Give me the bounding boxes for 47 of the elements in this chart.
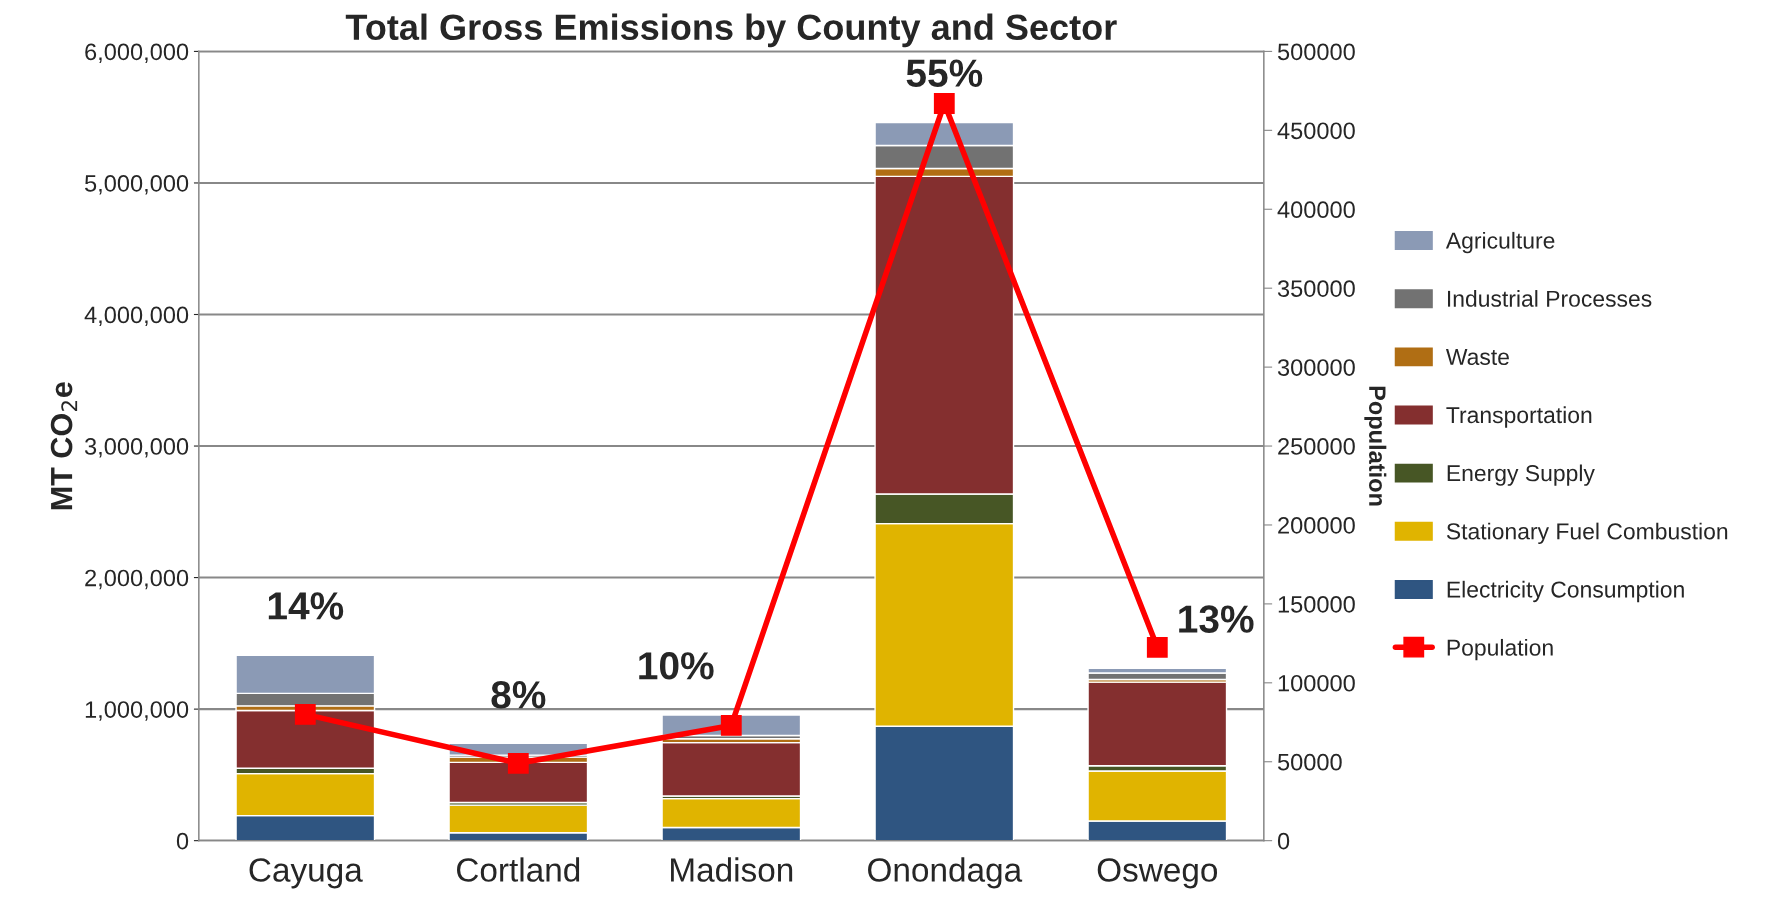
chart-title: Total Gross Emissions by County and Sector: [345, 13, 1117, 48]
legend-label: Transportation: [1446, 406, 1592, 428]
bar: [661, 741, 802, 797]
annotation: 8%: [491, 680, 546, 709]
point: [720, 715, 742, 736]
y2-tick-label: 50000: [1277, 753, 1342, 771]
x-tick-label: Cayuga: [249, 858, 363, 889]
x-tick-label: Oswego: [1097, 858, 1218, 889]
y2-tick-label: 300000: [1277, 359, 1355, 376]
y2-tick-label: 450000: [1277, 122, 1355, 140]
y2-tick-label: 250000: [1278, 438, 1355, 455]
legend-label: Population: [1447, 638, 1553, 661]
y2-tick-label: 150000: [1278, 595, 1355, 613]
legend-label: Waste: [1445, 349, 1509, 366]
point: [933, 93, 955, 114]
legend-label: Stationary Fuel Combustion: [1446, 522, 1728, 545]
bar: [235, 709, 376, 770]
y-tick-label: 2,000,000: [85, 569, 189, 590]
y-tick-label: 6,000,000: [85, 43, 189, 63]
point: [507, 752, 529, 774]
annotation: 55%: [906, 59, 983, 87]
x-tick-label: Madison: [671, 857, 793, 882]
legend-label: Industrial Processes: [1447, 290, 1652, 307]
annotation: 14%: [268, 592, 344, 620]
y2-tick-label: 400000: [1277, 201, 1355, 219]
y-tick-label: 5,000,000: [84, 175, 189, 195]
legend-label: Electricity Consumption: [1447, 580, 1684, 603]
y2-tick-label: 350000: [1277, 280, 1355, 297]
y-tick-label: 1,000,000: [85, 701, 189, 721]
legend-label: Agriculture: [1445, 231, 1555, 254]
y2-axis-title: Population: [1364, 386, 1387, 506]
y-axis-title: MT CO$_{2}$e: [50, 382, 78, 510]
x-tick-label: Onondaga: [868, 857, 1023, 889]
legend-label: Energy Supply: [1447, 464, 1595, 486]
point: [294, 703, 316, 725]
x-tick-label: Cortland: [457, 857, 580, 882]
y-tick-label: 0: [176, 832, 189, 850]
y2-tick-label: 200000: [1278, 517, 1355, 534]
y2-tick-label: 0: [1277, 832, 1290, 850]
annotation: 13%: [1179, 605, 1254, 633]
point: [1146, 636, 1168, 658]
bar: [448, 761, 589, 804]
y-tick-label: 3,000,000: [84, 438, 189, 458]
y-tick-label: 4,000,000: [84, 306, 189, 327]
y2-tick-label: 100000: [1278, 674, 1355, 692]
annotation: 10%: [639, 652, 714, 680]
y2-tick-label: 500000: [1277, 43, 1355, 61]
